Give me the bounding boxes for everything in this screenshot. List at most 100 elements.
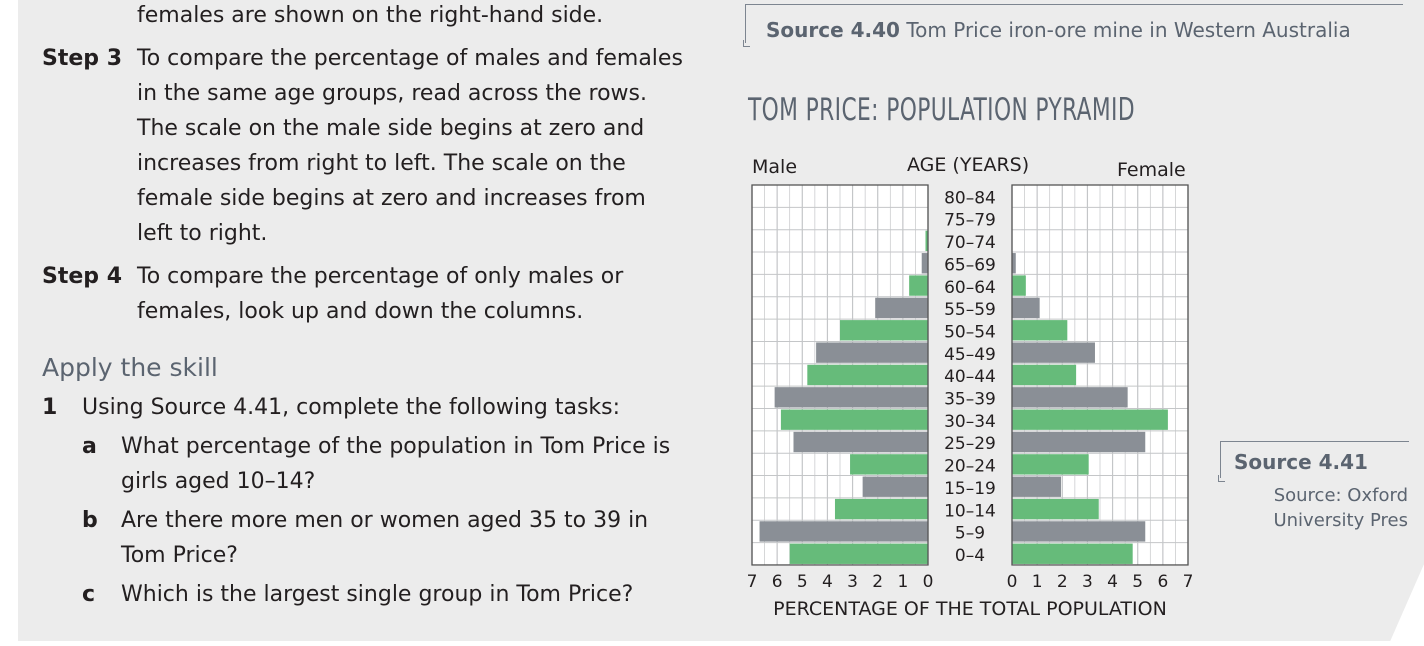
- bar-female-8: [1012, 364, 1077, 386]
- bar-male-15: [759, 521, 928, 542]
- age-group-label: 80–84: [944, 188, 996, 208]
- female-frame: [1011, 184, 1189, 566]
- female-tick-label: 1: [1032, 572, 1043, 592]
- step4-label: Step 4: [42, 264, 122, 289]
- age-group-label: 5–9: [955, 524, 985, 544]
- bar-female-15: [1012, 521, 1146, 542]
- bar-male-8: [807, 364, 928, 386]
- source-441-box: Source 4.41: [1218, 441, 1409, 482]
- bar-male-5: [875, 297, 928, 319]
- bar-male-2: [925, 230, 928, 252]
- bar-male-10: [780, 409, 928, 430]
- bar-male-7: [816, 342, 928, 363]
- step3-line: The scale on the male side begins at zer…: [137, 116, 645, 141]
- age-group-label: 25–29: [944, 434, 996, 454]
- step3-line: female side begins at zero and increases…: [137, 186, 646, 211]
- part-letter: c: [82, 582, 96, 607]
- male-tick-label: 1: [897, 572, 908, 592]
- bar-female-16: [1012, 543, 1133, 564]
- male-tick-label: 2: [872, 572, 883, 592]
- step3-label: Step 3: [42, 46, 122, 71]
- age-group-label: 15–19: [944, 479, 996, 499]
- male-frame: [751, 184, 929, 566]
- male-tick-label: 0: [923, 572, 934, 592]
- credit-line: University Pres: [1273, 510, 1408, 531]
- question-number: 1: [42, 395, 58, 420]
- male-tick-label: 4: [822, 572, 833, 592]
- bar-male-4: [909, 275, 928, 296]
- age-group-label: 35–39: [944, 390, 996, 410]
- female-tick-label: 7: [1183, 572, 1194, 592]
- bar-female-13: [1012, 476, 1062, 497]
- source-440-text: Tom Price iron-ore mine in Western Austr…: [906, 18, 1351, 42]
- x-axis-label: PERCENTAGE OF THE TOTAL POPULATION: [773, 598, 1167, 620]
- bar-male-14: [834, 498, 928, 520]
- female-tick-label: 5: [1132, 572, 1143, 592]
- step4-line: females, look up and down the columns.: [137, 299, 584, 324]
- part-b-line: Tom Price?: [121, 543, 238, 568]
- step3-line: To compare the percentage of males and f…: [137, 46, 683, 71]
- bar-male-13: [862, 476, 928, 497]
- bar-female-3: [1012, 253, 1016, 274]
- step3-line: increases from right to left. The scale …: [137, 151, 626, 176]
- age-group-label: 55–59: [944, 300, 996, 320]
- female-tick-label: 0: [1007, 572, 1018, 592]
- part-c-line: Which is the largest single group in Tom…: [121, 582, 634, 607]
- source-441-label: Source 4.41: [1234, 450, 1368, 474]
- age-label: AGE (YEARS): [907, 154, 1030, 176]
- source-440-label: Source 4.40: [766, 18, 900, 42]
- age-group-label: 0–4: [955, 546, 985, 566]
- male-label: Male: [752, 156, 798, 178]
- credit-line: Source: Oxford: [1273, 485, 1408, 506]
- age-group-label: 65–69: [944, 255, 996, 275]
- content-panel: [18, 0, 1424, 641]
- bar-female-11: [1012, 431, 1146, 453]
- female-tick-label: 6: [1157, 572, 1168, 592]
- part-a-line: girls aged 10–14?: [121, 469, 316, 494]
- bar-female-5: [1012, 297, 1040, 319]
- bar-female-4: [1012, 275, 1026, 296]
- source-441-credit: Source: Oxford University Pres: [1273, 483, 1408, 533]
- step4-line: To compare the percentage of only males …: [137, 264, 624, 289]
- bar-male-3: [921, 253, 928, 274]
- chart-title: TOM PRICE: POPULATION PYRAMID: [748, 92, 1135, 128]
- age-group-label: 75–79: [944, 211, 996, 231]
- apply-skill-heading: Apply the skill: [42, 353, 218, 382]
- bar-male-11: [793, 431, 928, 453]
- caption-tick: [1218, 475, 1225, 482]
- female-tick-label: 3: [1082, 572, 1093, 592]
- question-text: Using Source 4.41, complete the followin…: [82, 395, 621, 420]
- age-group-label: 50–54: [944, 322, 996, 342]
- male-tick-label: 5: [797, 572, 808, 592]
- part-letter: a: [82, 434, 97, 459]
- bar-female-6: [1012, 320, 1068, 341]
- age-group-label: 30–34: [944, 412, 996, 432]
- male-tick-label: 3: [847, 572, 858, 592]
- bar-female-9: [1012, 387, 1128, 408]
- part-b-line: Are there more men or women aged 35 to 3…: [121, 508, 649, 533]
- bar-male-16: [789, 543, 928, 564]
- bar-female-12: [1012, 454, 1089, 475]
- bar-male-9: [774, 387, 928, 408]
- intro-line: females are shown on the right-hand side…: [137, 3, 604, 28]
- caption-tick: [743, 40, 750, 47]
- age-group-label: 45–49: [944, 345, 996, 365]
- age-group-label: 40–44: [944, 367, 996, 387]
- age-group-label: 10–14: [944, 501, 996, 521]
- source-440-caption: Source 4.40 Tom Price iron-ore mine in W…: [766, 18, 1351, 42]
- source-440-caption-box: Source 4.40 Tom Price iron-ore mine in W…: [743, 4, 1403, 47]
- male-tick-label: 7: [747, 572, 758, 592]
- age-group-label: 20–24: [944, 457, 996, 477]
- bar-male-12: [850, 454, 928, 475]
- bar-female-14: [1012, 498, 1099, 520]
- female-tick-label: 2: [1057, 572, 1068, 592]
- age-group-label: 70–74: [944, 233, 996, 253]
- part-a-line: What percentage of the population in Tom…: [121, 434, 671, 459]
- step3-line: in the same age groups, read across the …: [137, 81, 647, 106]
- step3-line: left to right.: [137, 221, 268, 246]
- age-group-label: 60–64: [944, 278, 996, 298]
- bar-female-10: [1012, 409, 1168, 430]
- female-label: Female: [1117, 159, 1186, 181]
- female-tick-label: 4: [1107, 572, 1118, 592]
